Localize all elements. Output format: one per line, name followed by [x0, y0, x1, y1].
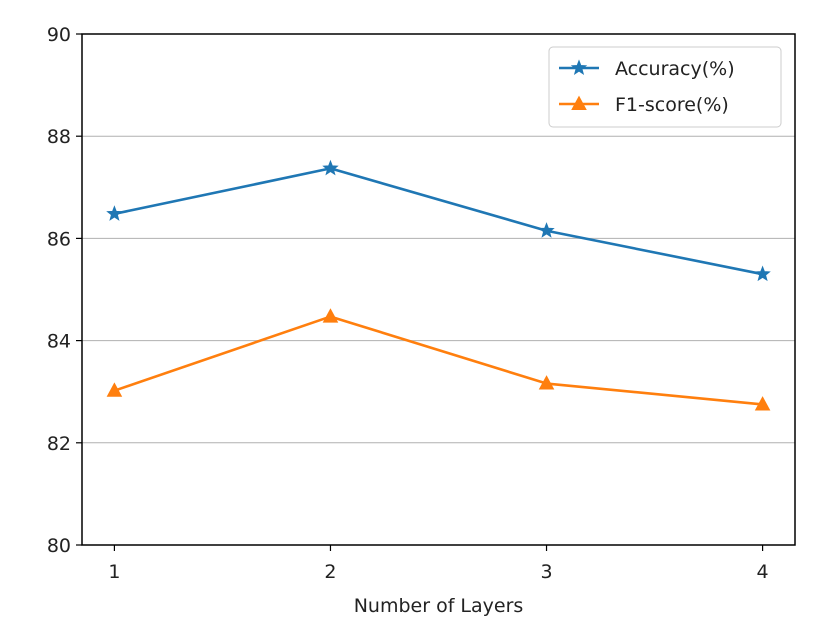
x-tick-label: 1 [108, 561, 120, 583]
series-line-2 [113, 315, 763, 406]
y-tick-label: 86 [47, 228, 71, 250]
legend-label: F1-score(%) [615, 94, 729, 116]
legend-swatch-marker [570, 59, 588, 75]
data-point-marker [754, 396, 771, 411]
plot-frame [81, 33, 796, 546]
series-lines [106, 159, 771, 411]
legend: Accuracy(%) F1-score(%) [548, 46, 782, 128]
data-point-marker [322, 159, 339, 176]
y-tick-label: 88 [47, 126, 71, 148]
x-axis-title: Number of Layers [354, 595, 524, 617]
legend-box [548, 46, 782, 128]
x-tick-label: 3 [540, 561, 552, 583]
axis-ticks: 80 82 84 86 88 90 1 2 3 4 [47, 24, 769, 583]
data-point-marker [322, 308, 339, 323]
data-point-marker [106, 382, 123, 397]
data-point-marker [754, 265, 771, 282]
y-tick-label: 80 [47, 535, 71, 557]
legend-label: Accuracy(%) [615, 58, 735, 80]
y-tick-label: 84 [47, 331, 71, 353]
series-line-1 [114, 167, 763, 276]
data-point-marker [538, 222, 555, 238]
y-tick-label: 82 [47, 433, 71, 455]
x-tick-label: 4 [757, 561, 769, 583]
data-point-marker [538, 375, 555, 390]
x-tick-label: 2 [324, 561, 336, 583]
legend-swatch-marker [571, 95, 587, 111]
data-point-marker [106, 205, 123, 221]
y-tick-label: 90 [47, 24, 71, 46]
